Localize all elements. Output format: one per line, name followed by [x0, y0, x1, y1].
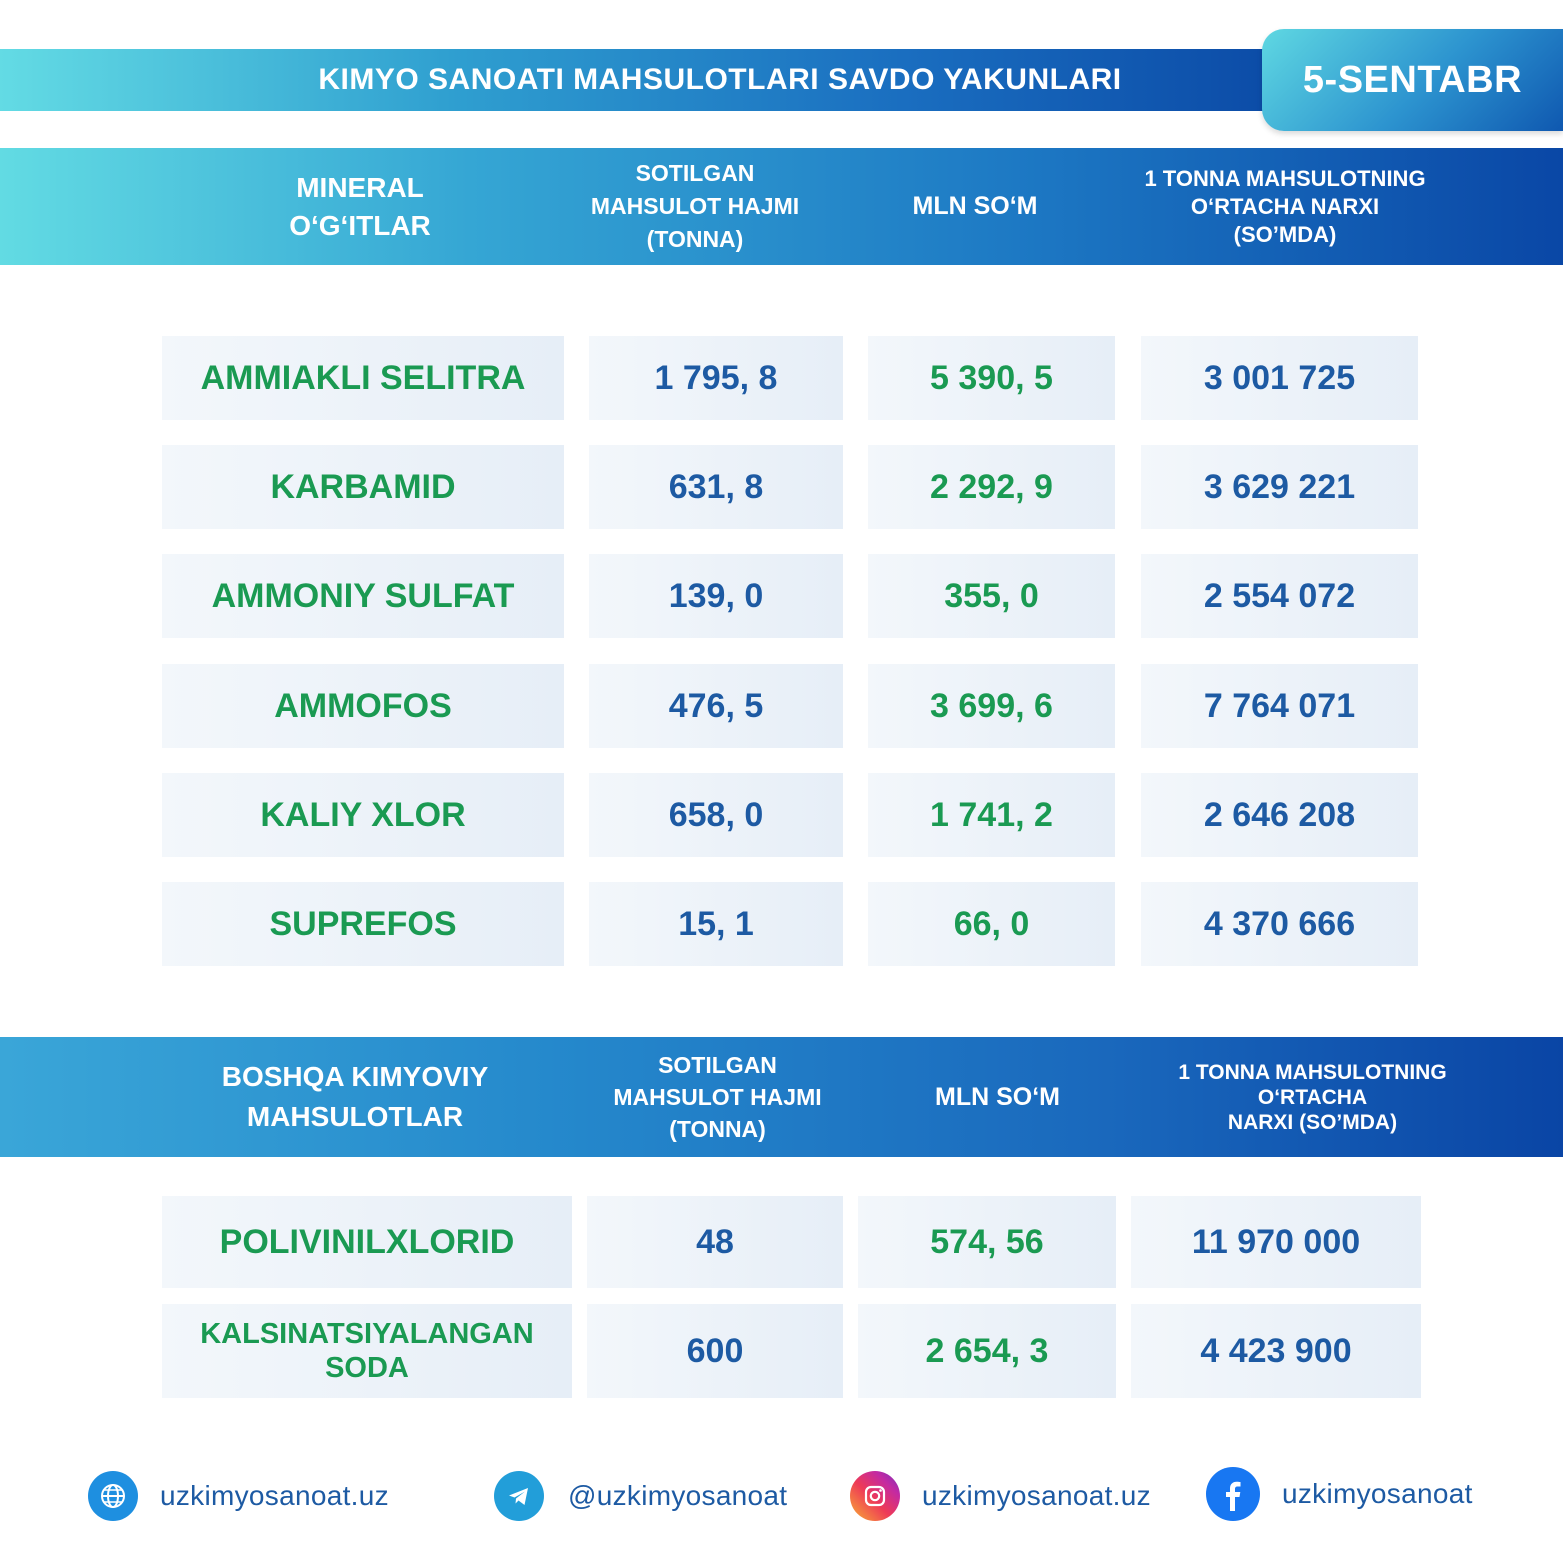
facebook-icon [1206, 1467, 1260, 1521]
footer-telegram[interactable]: @uzkimyosanoat [494, 1466, 787, 1526]
table-row-name: SUPREFOS [162, 882, 564, 966]
footer-facebook[interactable]: uzkimyosanoat [1206, 1464, 1473, 1524]
instagram-link[interactable]: uzkimyosanoat.uz [922, 1480, 1151, 1511]
facebook-link[interactable]: uzkimyosanoat [1282, 1478, 1473, 1509]
table-row-mln: 355, 0 [868, 554, 1115, 638]
table-row-volume: 48 [587, 1196, 843, 1288]
website-link[interactable]: uzkimyosanoat.uz [160, 1480, 389, 1511]
table-row-price: 4 370 666 [1141, 882, 1418, 966]
footer-instagram[interactable]: uzkimyosanoat.uz [850, 1466, 1151, 1526]
table-row-name: AMMIAKLI SELITRA [162, 336, 564, 420]
table-row-name: KARBAMID [162, 445, 564, 529]
table-row-volume: 631, 8 [589, 445, 843, 529]
telegram-icon [494, 1471, 544, 1521]
telegram-link[interactable]: @uzkimyosanoat [568, 1480, 788, 1511]
date-label: 5-SENTABR [1302, 58, 1523, 101]
table-row-mln: 574, 56 [858, 1196, 1116, 1288]
globe-icon [88, 1471, 138, 1521]
table-row-volume: 139, 0 [589, 554, 843, 638]
footer-website[interactable]: uzkimyosanoat.uz [88, 1466, 389, 1526]
table-row-mln: 1 741, 2 [868, 773, 1115, 857]
table2-col-price: 1 TONNA MAHSULOTNING O‘RTACHA NARXI (SO’… [1178, 1060, 1447, 1134]
table-row-name: AMMOFOS [162, 664, 564, 748]
table-row-price: 3 629 221 [1141, 445, 1418, 529]
table-row-volume: 600 [587, 1304, 843, 1398]
page-title: KIMYO SANOATI MAHSULOTLARI SAVDO YAKUNLA… [318, 63, 1122, 96]
table-row-mln: 2 654, 3 [858, 1304, 1116, 1398]
table-row-price: 7 764 071 [1141, 664, 1418, 748]
table-row-mln: 2 292, 9 [868, 445, 1115, 529]
table1-col-mln: MLN SO‘M [912, 192, 1038, 220]
table-row-price: 2 646 208 [1141, 773, 1418, 857]
instagram-icon [850, 1471, 900, 1521]
table-row-name: AMMONIY SULFAT [162, 554, 564, 638]
table-row-volume: 1 795, 8 [589, 336, 843, 420]
table-row-volume: 15, 1 [589, 882, 843, 966]
table-row-name: KALSINATSIYALANGAN SODA [162, 1304, 572, 1398]
table-row-mln: 5 390, 5 [868, 336, 1115, 420]
table2-col-category: BOSHQA KIMYOVIY MAHSULOTLAR [221, 1061, 489, 1132]
table-row-name: POLIVINILXLORID [162, 1196, 572, 1288]
table-row-volume: 476, 5 [589, 664, 843, 748]
table-row-mln: 3 699, 6 [868, 664, 1115, 748]
table-row-price: 2 554 072 [1141, 554, 1418, 638]
table2-col-volume: SOTILGAN MAHSULOT HAJMI (TONNA) [613, 1052, 822, 1142]
table2-header: BOSHQA KIMYOVIY MAHSULOTLAR SOTILGAN MAH… [0, 1037, 1563, 1157]
table-row-volume: 658, 0 [589, 773, 843, 857]
title-bar: KIMYO SANOATI MAHSULOTLARI SAVDO YAKUNLA… [0, 49, 1290, 111]
table-row-mln: 66, 0 [868, 882, 1115, 966]
table-row-price: 3 001 725 [1141, 336, 1418, 420]
date-badge: 5-SENTABR [1262, 29, 1563, 131]
table1-col-price: 1 TONNA MAHSULOTNING O‘RTACHA NARXI (SO’… [1144, 165, 1426, 247]
table-row-price: 4 423 900 [1131, 1304, 1421, 1398]
table2-col-mln: MLN SO‘M [935, 1082, 1060, 1111]
table-row-price: 11 970 000 [1131, 1196, 1421, 1288]
table1-header: MINERAL O‘G‘ITLAR SOTILGAN MAHSULOT HAJM… [0, 148, 1563, 265]
table-row-name: KALIY XLOR [162, 773, 564, 857]
table1-col-volume: SOTILGAN MAHSULOT HAJMI (TONNA) [590, 160, 800, 252]
table1-col-category: MINERAL O‘G‘ITLAR [289, 171, 431, 241]
